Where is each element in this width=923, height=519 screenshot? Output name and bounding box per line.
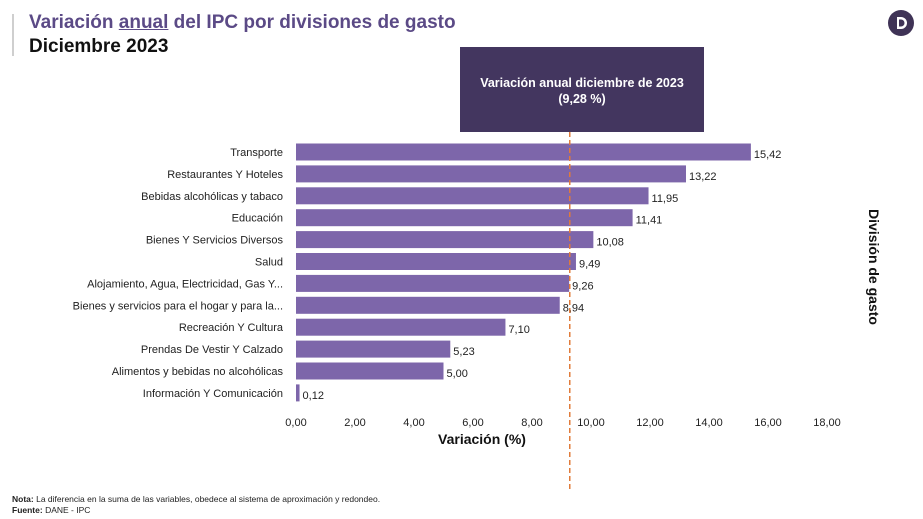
source-label: Fuente: — [12, 505, 43, 515]
bar — [296, 362, 444, 380]
category-label: Bebidas alcohólicas y tabaco — [141, 191, 283, 203]
x-tick-label: 6,00 — [462, 417, 483, 429]
value-label: 11,95 — [652, 193, 679, 205]
x-tick-label: 0,00 — [285, 417, 306, 429]
title-pre: Variación — [29, 12, 119, 33]
footnote-label: Nota: — [12, 494, 34, 504]
bar — [296, 296, 560, 314]
reference-callout: Variación anual diciembre de 2023 (9,28 … — [460, 47, 704, 132]
bar — [296, 318, 506, 336]
value-label: 10,08 — [596, 237, 624, 249]
value-label: 5,23 — [453, 346, 474, 358]
category-label: Restaurantes Y Hoteles — [167, 169, 283, 181]
bar — [296, 384, 300, 402]
callout-line2: (9,28 %) — [558, 92, 606, 106]
x-tick-label: 4,00 — [403, 417, 424, 429]
source-text: DANE - IPC — [42, 505, 91, 515]
bar — [296, 274, 570, 292]
title-post: del IPC por divisiones de gasto — [168, 12, 456, 33]
category-label: Salud — [255, 257, 283, 269]
value-label: 0,12 — [303, 390, 324, 402]
callout-line1: Variación anual diciembre de 2023 — [480, 76, 684, 90]
dane-logo-icon — [888, 10, 914, 36]
x-tick-label: 16,00 — [754, 417, 782, 429]
x-tick-label: 2,00 — [344, 417, 365, 429]
chart-title: Variación anual del IPC por divisiones d… — [29, 12, 456, 34]
bars-group — [296, 143, 751, 402]
footnote: Nota: La diferencia en la suma de las va… — [12, 494, 380, 504]
value-label: 9,49 — [579, 259, 600, 271]
bar — [296, 209, 633, 227]
category-label: Transporte — [230, 147, 283, 159]
value-label: 7,10 — [508, 324, 529, 336]
x-tick-label: 14,00 — [695, 417, 723, 429]
category-label: Educación — [232, 213, 283, 225]
x-tick-label: 12,00 — [636, 417, 664, 429]
title-accent-bar — [12, 14, 14, 56]
bar — [296, 340, 451, 358]
value-label: 5,00 — [447, 368, 468, 380]
y-axis-label: División de gasto — [866, 209, 882, 325]
value-label: 9,26 — [572, 280, 593, 292]
bar — [296, 231, 594, 249]
bar — [296, 253, 576, 270]
chart-subtitle: Diciembre 2023 — [29, 36, 169, 57]
value-label: 15,42 — [754, 149, 782, 161]
title-underlined: anual — [118, 12, 169, 33]
x-tick-label: 8,00 — [521, 417, 542, 429]
value-label: 11,41 — [636, 215, 663, 227]
category-label: Información Y Comunicación — [143, 388, 283, 400]
bar — [296, 143, 751, 161]
x-tick-label: 10,00 — [577, 417, 605, 429]
value-labels: 15,42 13,22 11,95 11,41 10,08 9,49 9,26 8,94 7,1… — [303, 149, 782, 402]
source-note: Fuente: DANE - IPC — [12, 505, 90, 515]
category-label: Bienes y servicios para el hogar y para … — [73, 300, 283, 312]
category-label: Prendas De Vestir Y Calzado — [141, 344, 283, 356]
category-label: Alimentos y bebidas no alcohólicas — [112, 366, 284, 378]
category-label: Bienes Y Servicios Diversos — [146, 235, 284, 247]
footnote-text: La diferencia en la suma de las variable… — [33, 494, 381, 504]
x-tick-labels: 0,00 2,00 4,00 6,00 8,00 10,00 12,00 14,00 16,00… — [285, 417, 840, 429]
bar — [296, 187, 649, 205]
category-label: Alojamiento, Agua, Electricidad, Gas Y..… — [87, 278, 283, 290]
value-label: 13,22 — [689, 171, 717, 183]
x-axis-label: Variación (%) — [438, 431, 526, 447]
x-tick-label: 18,00 — [813, 417, 841, 429]
category-label: Recreación Y Cultura — [179, 322, 284, 334]
category-labels: Transporte Restaurantes Y Hoteles Bebidas … — [73, 147, 284, 400]
value-label: 8,94 — [563, 302, 584, 314]
bar — [296, 165, 686, 183]
